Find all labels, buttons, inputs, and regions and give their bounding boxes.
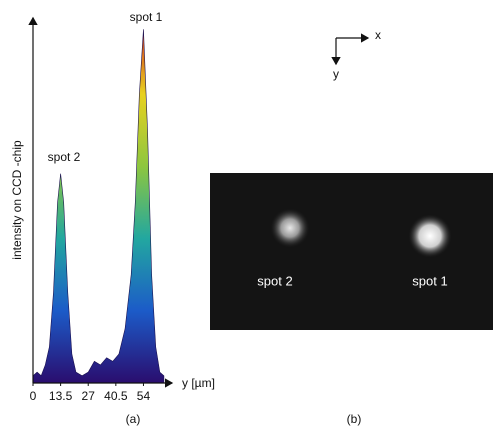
annotation: spot 2 — [48, 150, 81, 164]
spot-image — [408, 214, 452, 258]
caption: (b) — [347, 412, 362, 426]
annotation: spot 1 — [130, 10, 163, 24]
spot-label: spot 2 — [257, 273, 292, 288]
intensity-area — [32, 29, 165, 384]
x-tick-label: 13.5 — [49, 389, 73, 403]
x-axis-label: y [µm] — [182, 376, 215, 390]
caption: (a) — [126, 412, 141, 426]
x-tick-label: 0 — [30, 389, 37, 403]
axis-name: y — [333, 67, 339, 81]
x-tick-label: 40.5 — [104, 389, 128, 403]
intensity-plot — [32, 29, 165, 384]
spot-image — [270, 208, 310, 248]
spot-label: spot 1 — [412, 273, 447, 288]
x-tick-label: 27 — [82, 389, 96, 403]
camera-image — [210, 173, 493, 330]
x-tick-label: 54 — [137, 389, 151, 403]
y-axis-label: intensity on CCD -chip — [10, 140, 24, 260]
axis-name: x — [375, 28, 381, 42]
